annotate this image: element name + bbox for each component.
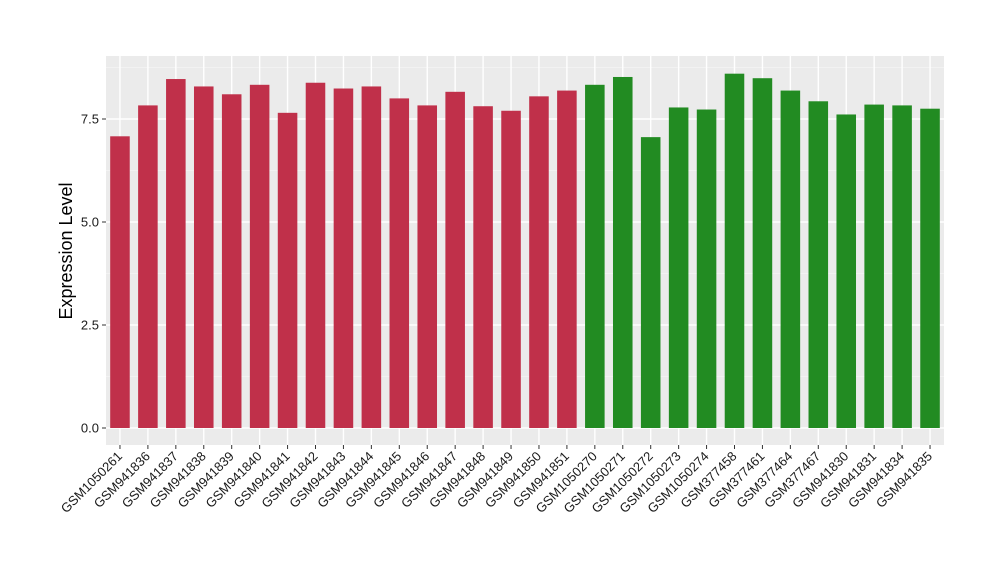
bar-gsm941835	[920, 108, 940, 428]
bar-gsm941831	[864, 104, 884, 428]
bar-gsm941846	[417, 105, 438, 429]
bar-gsm1050272	[640, 137, 661, 428]
bar-gsm377467	[808, 101, 829, 428]
bar-gsm941838	[193, 86, 214, 428]
bar-gsm941849	[501, 110, 521, 428]
bar-gsm941834	[892, 105, 912, 429]
bar-gsm941840	[249, 84, 270, 429]
bars	[110, 73, 940, 429]
bar-gsm941839	[221, 94, 242, 428]
bar-gsm941844	[361, 86, 382, 428]
bar-gsm941850	[529, 96, 549, 428]
bar-gsm941847	[445, 91, 465, 428]
bar-gsm941841	[277, 112, 298, 428]
plot-panel	[106, 56, 944, 445]
bar-gsm1050273	[668, 107, 689, 429]
y-axis: 0.0 2.5 5.0 7.5	[81, 112, 106, 436]
bar-gsm377461	[752, 78, 773, 429]
bar-gsm377458	[724, 73, 745, 429]
bar-gsm1050271	[612, 76, 633, 428]
bar-gsm941845	[389, 98, 410, 429]
bar-gsm941830	[836, 114, 857, 428]
y-tick-label: 5.0	[81, 215, 99, 230]
bar-gsm377464	[780, 90, 801, 428]
bar-gsm1050261	[110, 136, 130, 429]
bar-gsm941842	[305, 82, 326, 429]
bar-gsm941843	[333, 88, 354, 428]
y-tick-label: 0.0	[81, 421, 99, 436]
bar-gsm941848	[473, 106, 493, 428]
y-tick-label: 7.5	[81, 112, 99, 127]
bar-gsm1050270	[585, 84, 605, 429]
bar-gsm941836	[138, 105, 158, 429]
x-axis: GSM1050261GSM941836GSM941837GSM941838GSM…	[58, 445, 935, 516]
bar-gsm941851	[557, 90, 577, 428]
y-axis-label: Expression Level	[56, 182, 76, 319]
y-tick-label: 2.5	[81, 318, 99, 333]
bar-gsm1050274	[696, 109, 717, 429]
bar-gsm941837	[166, 79, 186, 428]
